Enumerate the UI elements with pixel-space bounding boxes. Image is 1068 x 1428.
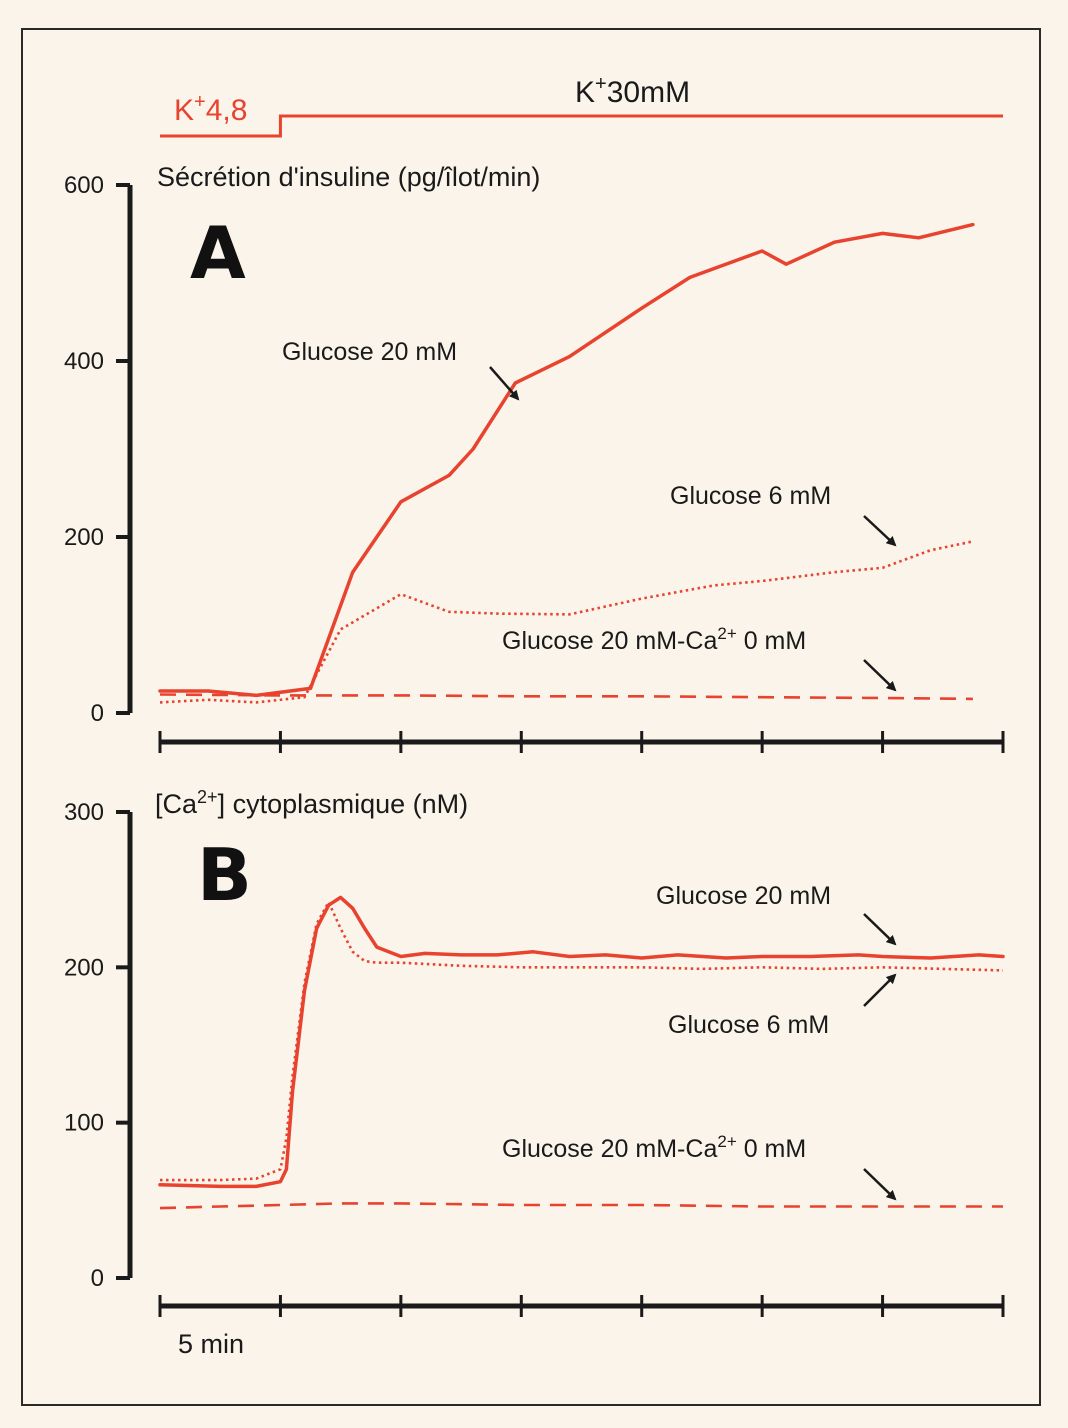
panel-a-y-tick-label-400: 400: [64, 348, 104, 375]
panel-a-insulin-secretion: A Sécrétion d'insuline (pg/îlot/min) 0 20…: [64, 162, 975, 727]
label-glucose-6mm-a: Glucose 6 mM: [670, 482, 831, 510]
arrow-glucose-20mm-a: [489, 366, 520, 401]
label-glucose-20mm-ca0-b: Glucose 20 mM-Ca2+ 0 mM: [502, 1132, 806, 1163]
panel-a-letter: A: [190, 211, 246, 295]
arrow-glucose-20mm-b: [863, 913, 897, 946]
panel-a-time-axis: [158, 731, 1005, 753]
figure-frame: [21, 28, 1041, 1406]
panel-b-series: [158, 895, 1005, 1210]
panel-a-y-ticks: 0 200 400 600: [64, 172, 130, 727]
panel-b-series-dashed-line: [159, 1202, 1003, 1210]
panel-b-y-tick-label-200: 200: [64, 954, 104, 981]
panel-a-series-dotted-line: [159, 540, 974, 704]
label-glucose-20mm-b: Glucose 20 mM: [656, 882, 831, 910]
panel-a-series: [158, 222, 975, 704]
panel-a-y-tick-label-0: 0: [91, 700, 104, 727]
arrow-glucose-6mm-b: [863, 973, 897, 1007]
arrow-glucose-6mm-a: [863, 515, 897, 547]
time-scale-label: 5 min: [178, 1329, 244, 1359]
arrow-glucose-20mm-ca0-b: [863, 1168, 897, 1201]
panel-b-calcium: B [Ca2+] cytoplasmique (nM) 0 100 200 300 G…: [64, 787, 1005, 1292]
panel-a-series-dashed-line: [159, 693, 973, 701]
panel-b-y-tick-label-300: 300: [64, 799, 104, 826]
label-glucose-20mm-ca0-a: Glucose 20 mM-Ca2+ 0 mM: [502, 624, 806, 655]
panel-b-y-ticks: 0 100 200 300: [64, 799, 130, 1292]
panel-b-y-tick-label-0: 0: [91, 1265, 104, 1292]
stimulus-high-label: K+30mM: [575, 73, 690, 109]
label-glucose-20mm-a: Glucose 20 mM: [282, 338, 457, 366]
arrow-glucose-20mm-ca0-a: [863, 659, 897, 692]
panel-a-y-axis-title: Sécrétion d'insuline (pg/îlot/min): [157, 162, 540, 192]
panel-b-annotations: Glucose 20 mM Glucose 6 mM Glucose 20 mM…: [502, 882, 897, 1201]
panel-a-annotations: Glucose 20 mM Glucose 6 mM Glucose 20 mM…: [282, 338, 897, 692]
panel-a-y-tick-label-600: 600: [64, 172, 104, 199]
panel-b-series-solid-line: [158, 895, 1005, 1189]
panel-b-letter: B: [197, 833, 252, 917]
stimulus-step-line: [160, 114, 1003, 138]
panel-a-y-tick-label-200: 200: [64, 524, 104, 551]
panel-b-y-tick-label-100: 100: [64, 1110, 104, 1137]
panel-b-y-axis-title: [Ca2+] cytoplasmique (nM): [155, 787, 468, 819]
stimulus-low-label: K+4,8: [174, 91, 247, 127]
panel-b-time-axis: [158, 1295, 1005, 1317]
label-glucose-6mm-b: Glucose 6 mM: [668, 1011, 829, 1039]
stimulus-protocol: K+4,8 K+30mM: [160, 73, 1003, 138]
panel-a-series-solid-line: [158, 222, 975, 698]
